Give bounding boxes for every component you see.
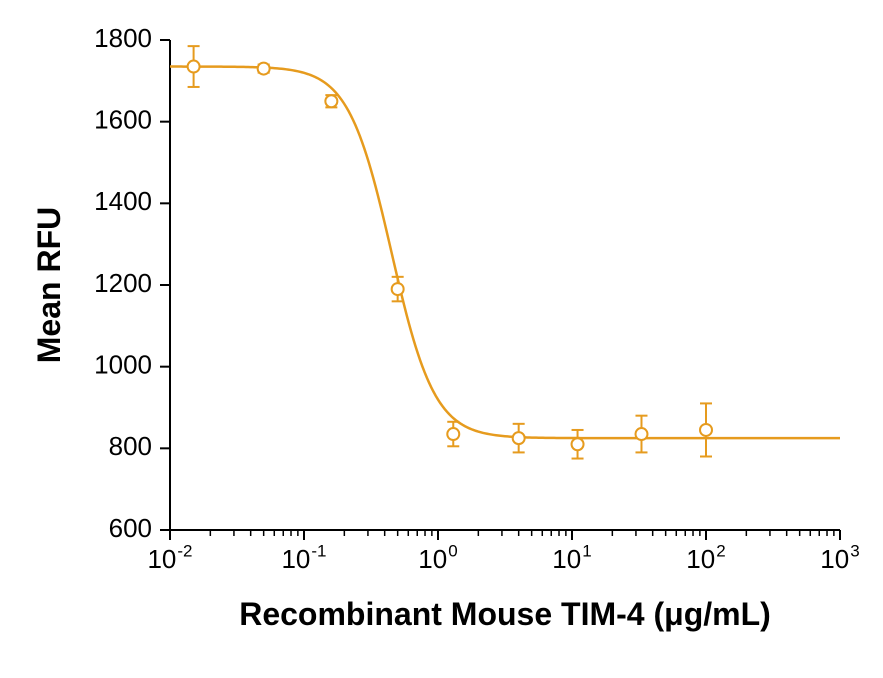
chart-container: 6008001000120014001600180010-210-1100101… <box>0 0 883 678</box>
data-point <box>572 438 584 450</box>
data-point <box>188 61 200 73</box>
data-point <box>447 428 459 440</box>
data-point <box>258 63 270 75</box>
y-tick-label: 800 <box>109 431 152 461</box>
data-point <box>700 424 712 436</box>
data-point <box>635 428 647 440</box>
data-point <box>325 95 337 107</box>
data-point <box>392 283 404 295</box>
y-tick-label: 600 <box>109 513 152 543</box>
y-tick-label: 1400 <box>94 186 152 216</box>
dose-response-chart: 6008001000120014001600180010-210-1100101… <box>0 0 883 678</box>
data-point <box>513 432 525 444</box>
y-tick-label: 1600 <box>94 105 152 135</box>
y-tick-label: 1000 <box>94 350 152 380</box>
y-tick-label: 1200 <box>94 268 152 298</box>
y-tick-label: 1800 <box>94 23 152 53</box>
x-axis-label: Recombinant Mouse TIM-4 (μg/mL) <box>239 596 771 632</box>
y-axis-label: Mean RFU <box>31 207 67 363</box>
